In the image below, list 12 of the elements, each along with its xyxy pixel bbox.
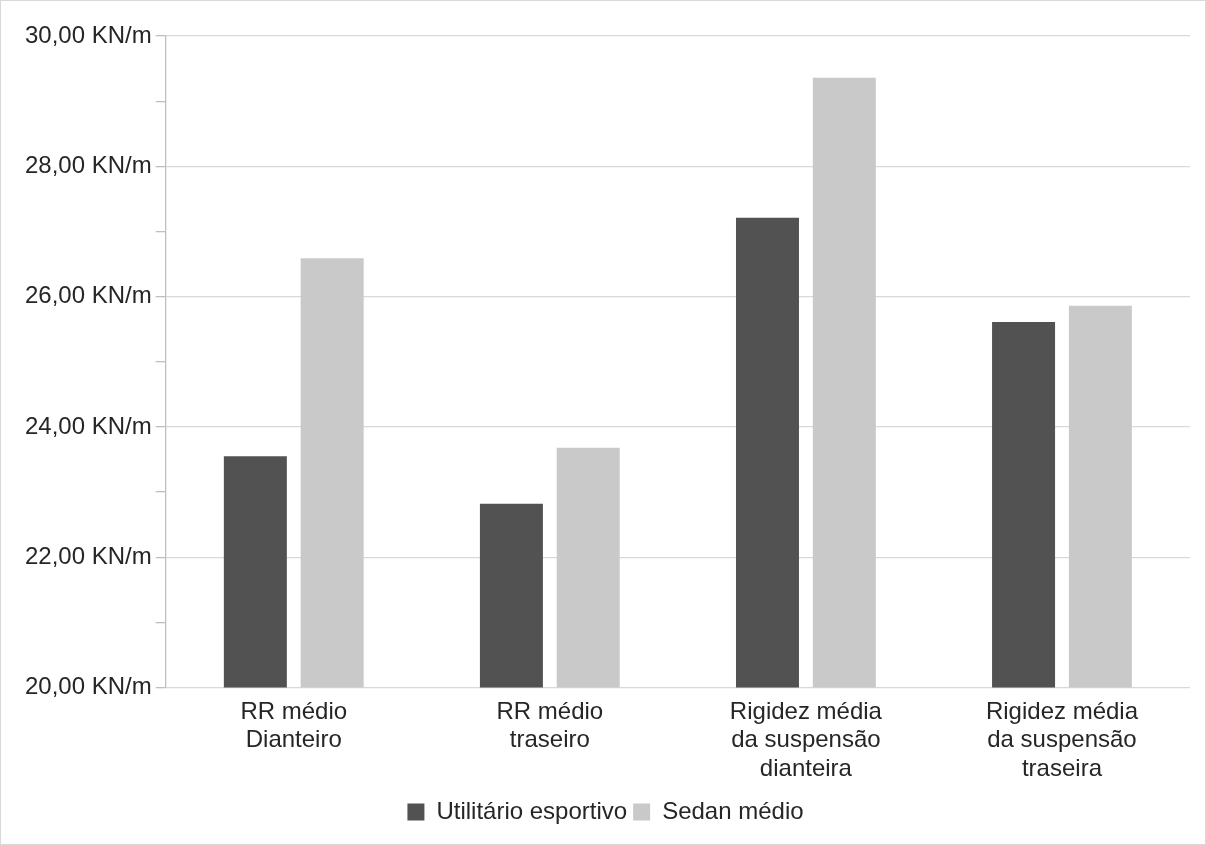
legend-label: Utilitário esportivo	[436, 796, 628, 824]
x-tick-label: RR médio traseiro	[496, 696, 604, 753]
y-tick-label: 30,00 KN/m	[24, 20, 152, 48]
y-tick-label: 28,00 KN/m	[24, 150, 152, 178]
x-tick-label: Rigidez média da suspensão traseira	[985, 696, 1139, 782]
y-tick-label: 26,00 KN/m	[24, 281, 152, 309]
y-tick-label: 24,00 KN/m	[24, 411, 152, 439]
x-tick-label: Rigidez média da suspensão dianteira	[729, 696, 883, 782]
x-tick-label: RR médio Dianteiro	[240, 696, 348, 753]
legend-label: Sedan médio	[662, 796, 804, 824]
y-tick-label: 22,00 KN/m	[24, 541, 152, 569]
y-tick-label: 20,00 KN/m	[24, 672, 152, 700]
